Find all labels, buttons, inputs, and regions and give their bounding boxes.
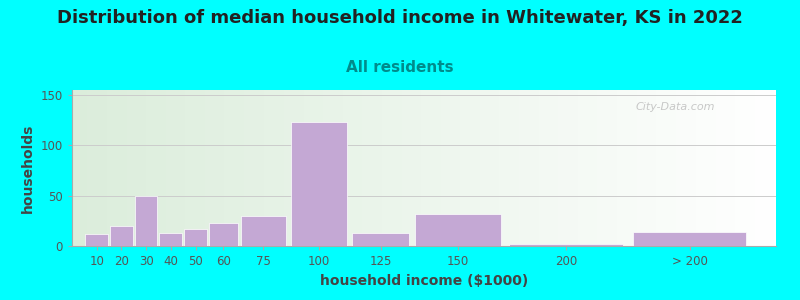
Text: All residents: All residents [346, 60, 454, 75]
X-axis label: household income ($1000): household income ($1000) [320, 274, 528, 288]
Bar [134, 196, 158, 246]
Bar [352, 233, 409, 246]
Bar [633, 232, 746, 246]
Text: City-Data.com: City-Data.com [635, 103, 714, 112]
Y-axis label: households: households [21, 123, 35, 213]
Bar [241, 216, 286, 246]
Bar [86, 234, 108, 246]
Bar [159, 233, 182, 246]
Bar [184, 229, 207, 246]
Bar [290, 122, 347, 246]
Bar [415, 214, 501, 246]
Bar [110, 226, 133, 246]
Bar [510, 244, 623, 246]
Text: Distribution of median household income in Whitewater, KS in 2022: Distribution of median household income … [57, 9, 743, 27]
Bar [209, 223, 238, 246]
